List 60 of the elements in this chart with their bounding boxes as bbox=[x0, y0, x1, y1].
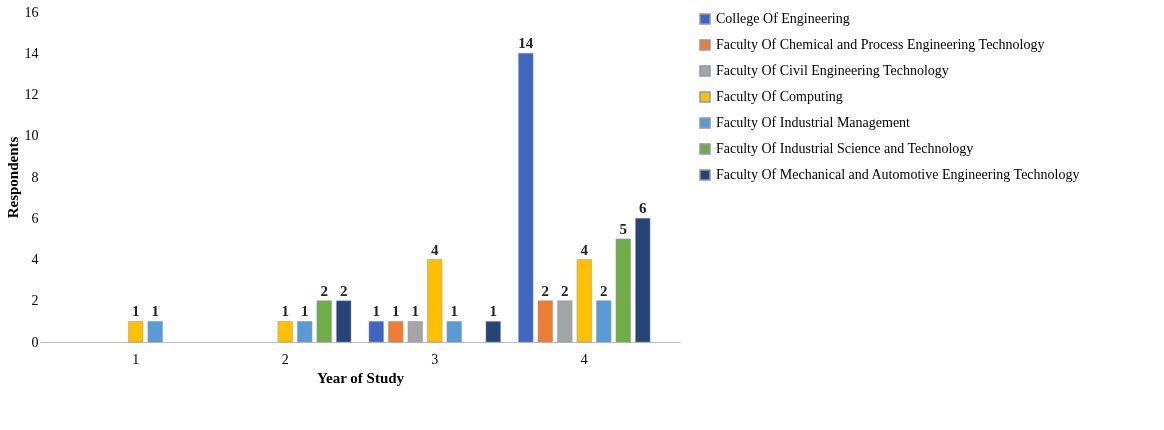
bar bbox=[407, 321, 423, 343]
y-tick-label: 0 bbox=[31, 334, 39, 350]
data-label: 1 bbox=[151, 303, 159, 320]
data-label: 4 bbox=[580, 241, 589, 258]
legend-label: Faculty Of Civil Engineering Technology bbox=[716, 63, 949, 78]
x-tick-label: 3 bbox=[431, 351, 439, 367]
x-tick-label: 2 bbox=[281, 351, 289, 367]
bar bbox=[635, 218, 651, 343]
bar bbox=[128, 321, 144, 343]
data-label: 2 bbox=[541, 282, 550, 299]
data-label: 6 bbox=[639, 200, 648, 217]
data-label: 2 bbox=[600, 282, 608, 299]
y-axis-title: Respondents bbox=[4, 136, 21, 219]
y-tick-label: 8 bbox=[31, 169, 39, 185]
bar bbox=[518, 53, 534, 343]
data-label: 1 bbox=[450, 303, 459, 320]
data-label: 1 bbox=[300, 303, 309, 320]
y-tick-label: 14 bbox=[24, 45, 39, 61]
data-label: 1 bbox=[281, 303, 289, 320]
data-label: 2 bbox=[561, 282, 569, 299]
bar bbox=[537, 300, 553, 343]
bar bbox=[576, 259, 592, 343]
x-tick-label: 1 bbox=[132, 351, 140, 367]
x-tick-label: 4 bbox=[580, 351, 588, 367]
y-tick-label: 10 bbox=[24, 128, 39, 144]
bar bbox=[427, 259, 443, 343]
bar bbox=[147, 321, 163, 343]
bar bbox=[336, 300, 352, 343]
data-label: 1 bbox=[372, 303, 381, 320]
bar bbox=[596, 300, 612, 343]
data-label: 2 bbox=[320, 282, 328, 299]
bar bbox=[368, 321, 384, 343]
data-label: 1 bbox=[489, 303, 497, 320]
bar bbox=[485, 321, 501, 343]
bar bbox=[615, 238, 631, 343]
legend-label: Faculty Of Mechanical and Automotive Engineering Technology bbox=[716, 167, 1080, 182]
data-label: 4 bbox=[431, 241, 440, 258]
legend-label: College Of Engineering bbox=[716, 11, 850, 26]
x-axis-title: Year of Study bbox=[316, 369, 405, 386]
data-label: 2 bbox=[339, 282, 348, 299]
data-label: 1 bbox=[392, 303, 400, 320]
bar bbox=[316, 300, 332, 343]
legend-label: Faculty Of Industrial Science and Technology bbox=[716, 141, 974, 156]
data-label: 1 bbox=[131, 303, 140, 320]
bar bbox=[388, 321, 404, 343]
data-label: 1 bbox=[411, 303, 420, 320]
data-label: 14 bbox=[518, 35, 534, 52]
bar bbox=[446, 321, 462, 343]
bar bbox=[277, 321, 293, 343]
y-tick-label: 12 bbox=[24, 87, 39, 102]
y-tick-label: 4 bbox=[31, 252, 39, 267]
y-tick-label: 16 bbox=[24, 4, 39, 20]
bar bbox=[557, 300, 573, 343]
bar bbox=[297, 321, 313, 343]
legend-label: Faculty Of Industrial Management bbox=[716, 115, 911, 130]
y-tick-label: 2 bbox=[31, 293, 39, 309]
y-tick-label: 6 bbox=[31, 210, 39, 226]
data-label: 5 bbox=[619, 220, 628, 237]
legend-label: Faculty Of Chemical and Process Engineering Technology bbox=[716, 37, 1045, 52]
legend-label: Faculty Of Computing bbox=[716, 89, 843, 104]
